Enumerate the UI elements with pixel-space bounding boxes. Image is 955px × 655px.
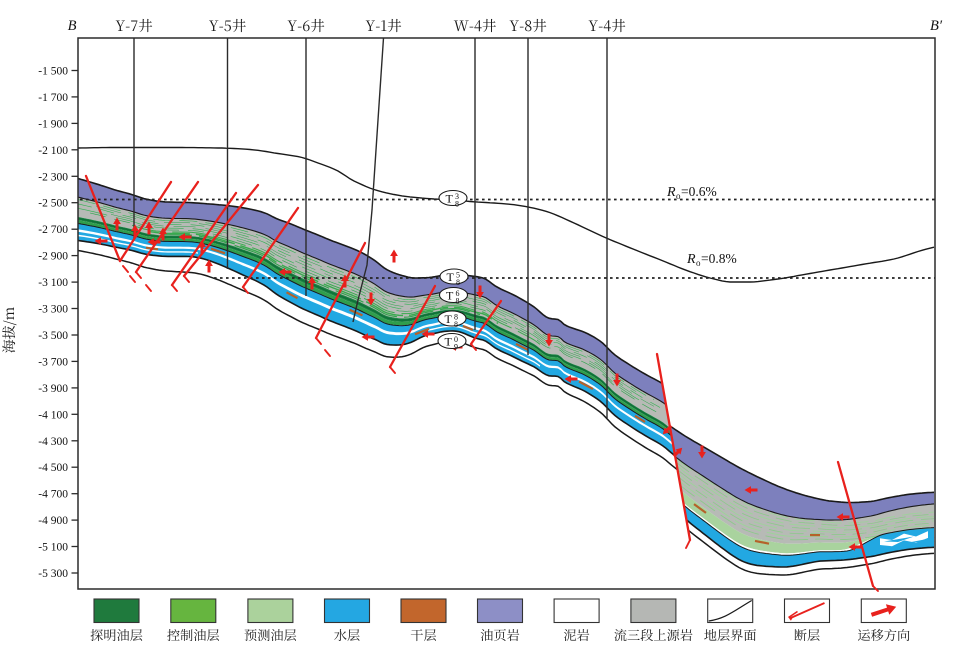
svg-text:=0.8%: =0.8% (701, 251, 737, 266)
svg-text:-4 500: -4 500 (38, 462, 68, 474)
svg-text:B: B (68, 18, 77, 34)
svg-text:-3 100: -3 100 (38, 277, 68, 289)
svg-text:B′: B′ (930, 18, 943, 34)
svg-text:8: 8 (456, 278, 460, 287)
svg-text:T: T (445, 312, 453, 326)
svg-text:R: R (666, 185, 676, 200)
svg-text:-3 900: -3 900 (38, 383, 68, 395)
svg-text:8: 8 (454, 313, 458, 322)
svg-text:-4 300: -4 300 (38, 436, 68, 448)
svg-text:-4 900: -4 900 (38, 515, 68, 527)
svg-text:-3 500: -3 500 (38, 330, 68, 342)
svg-text:T: T (446, 289, 454, 303)
svg-text:-2 500: -2 500 (38, 198, 68, 210)
svg-text:8: 8 (455, 200, 459, 209)
svg-text:-2 700: -2 700 (38, 224, 68, 236)
svg-text:o: o (676, 191, 681, 201)
svg-text:-2 100: -2 100 (38, 145, 68, 157)
svg-text:8: 8 (456, 297, 460, 306)
svg-text:-5 300: -5 300 (38, 568, 68, 580)
svg-text:=0.6%: =0.6% (681, 184, 717, 199)
svg-text:8: 8 (454, 320, 458, 329)
svg-text:-1 700: -1 700 (38, 92, 68, 104)
svg-text:-4 700: -4 700 (38, 489, 68, 501)
svg-text:-3 300: -3 300 (38, 304, 68, 316)
svg-text:-1 500: -1 500 (38, 66, 68, 78)
svg-text:o: o (696, 258, 701, 268)
svg-text:T: T (446, 192, 454, 206)
svg-text:-2 900: -2 900 (38, 251, 68, 263)
svg-text:R: R (686, 252, 696, 267)
svg-text:T: T (447, 270, 455, 284)
svg-text:-5 100: -5 100 (38, 542, 68, 554)
svg-text:-3 700: -3 700 (38, 356, 68, 368)
svg-text:-4 100: -4 100 (38, 409, 68, 421)
svg-text:-1 900: -1 900 (38, 118, 68, 130)
svg-text:5: 5 (456, 271, 460, 280)
svg-text:-2 300: -2 300 (38, 171, 68, 183)
svg-text:9: 9 (454, 343, 458, 352)
svg-text:3: 3 (455, 192, 459, 201)
svg-text:0: 0 (454, 335, 458, 344)
svg-text:T: T (445, 335, 453, 349)
svg-text:6: 6 (456, 289, 460, 298)
